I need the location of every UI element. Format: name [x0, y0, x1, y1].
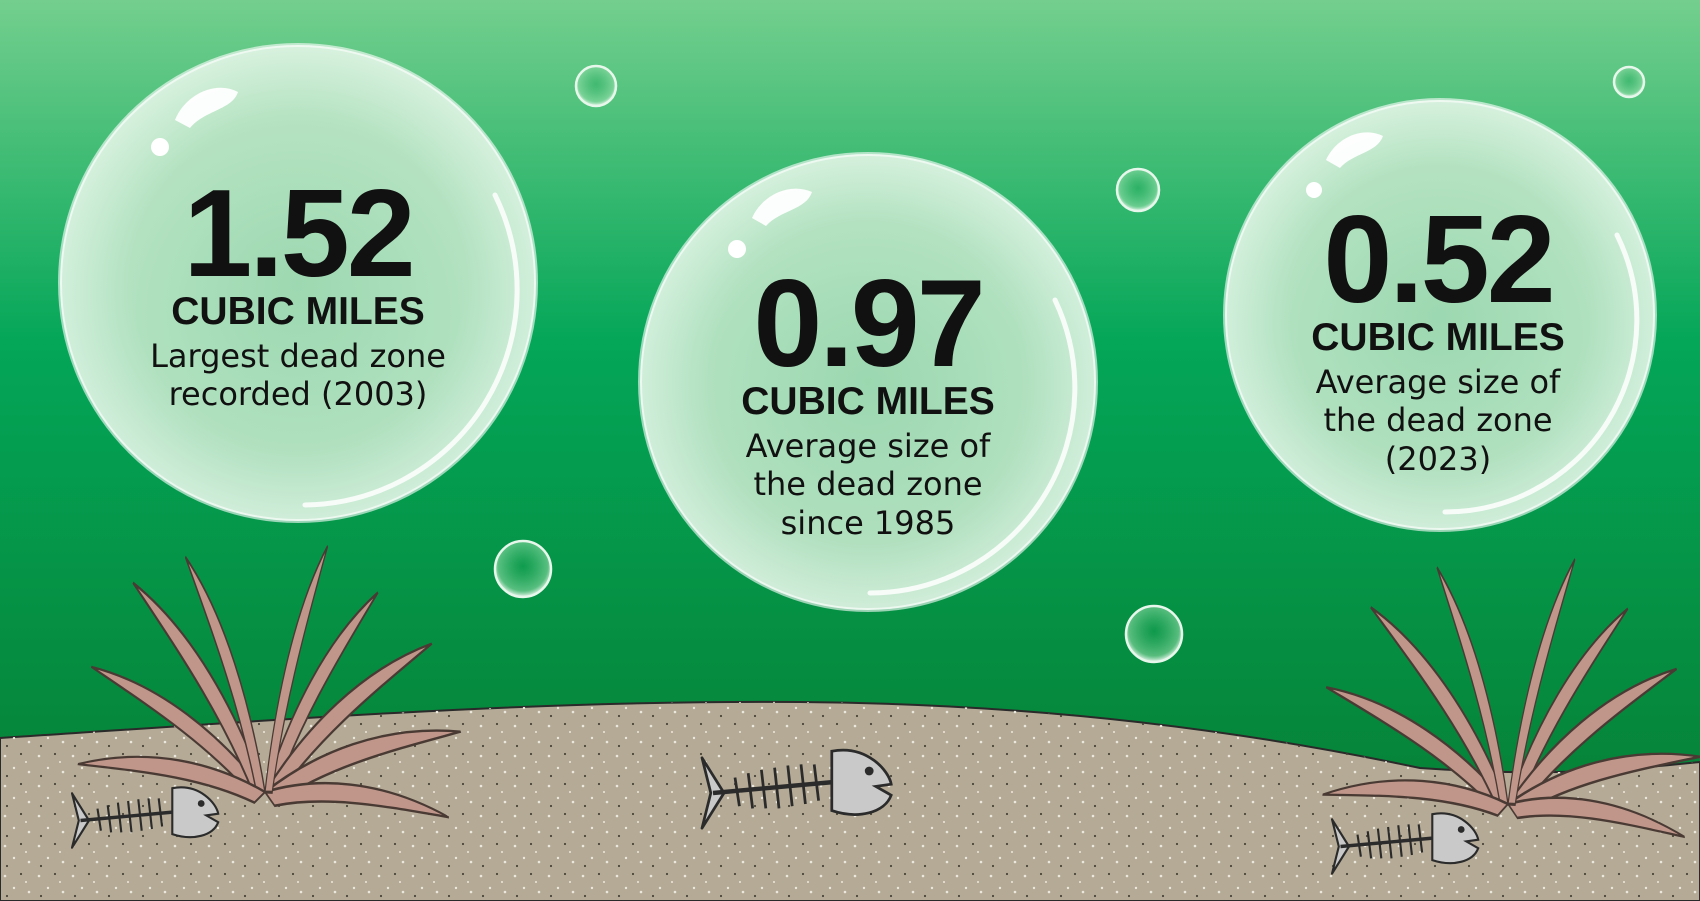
stat-description: Average size of the dead zone since 1985 [745, 426, 991, 542]
stat-value: 0.52 [1323, 191, 1555, 329]
stat-value: 0.97 [753, 255, 985, 393]
stat-average-2023: 0.52 CUBIC MILES Average size of the dea… [1258, 198, 1618, 478]
fish-skeleton-icon [70, 786, 220, 849]
fish-skeleton-icon [1330, 812, 1480, 875]
stat-unit: CUBIC MILES [741, 380, 995, 423]
stat-description: Average size of the dead zone (2023) [1315, 362, 1561, 478]
stat-value: 1.52 [183, 165, 415, 303]
bubble-icon [1223, 98, 1657, 532]
stat-unit: CUBIC MILES [171, 290, 425, 333]
bubble-icon [638, 152, 1098, 612]
stat-largest-dead-zone: 1.52 CUBIC MILES Largest dead zone recor… [118, 172, 478, 414]
stat-description: Largest dead zone recorded (2003) [150, 336, 446, 414]
stat-average-since-1985: 0.97 CUBIC MILES Average size of the dea… [688, 262, 1048, 542]
fish-skeleton-icon [700, 748, 893, 830]
bubble-icon [58, 43, 538, 523]
bubble-icon [493, 64, 1646, 664]
stat-unit: CUBIC MILES [1311, 316, 1565, 359]
